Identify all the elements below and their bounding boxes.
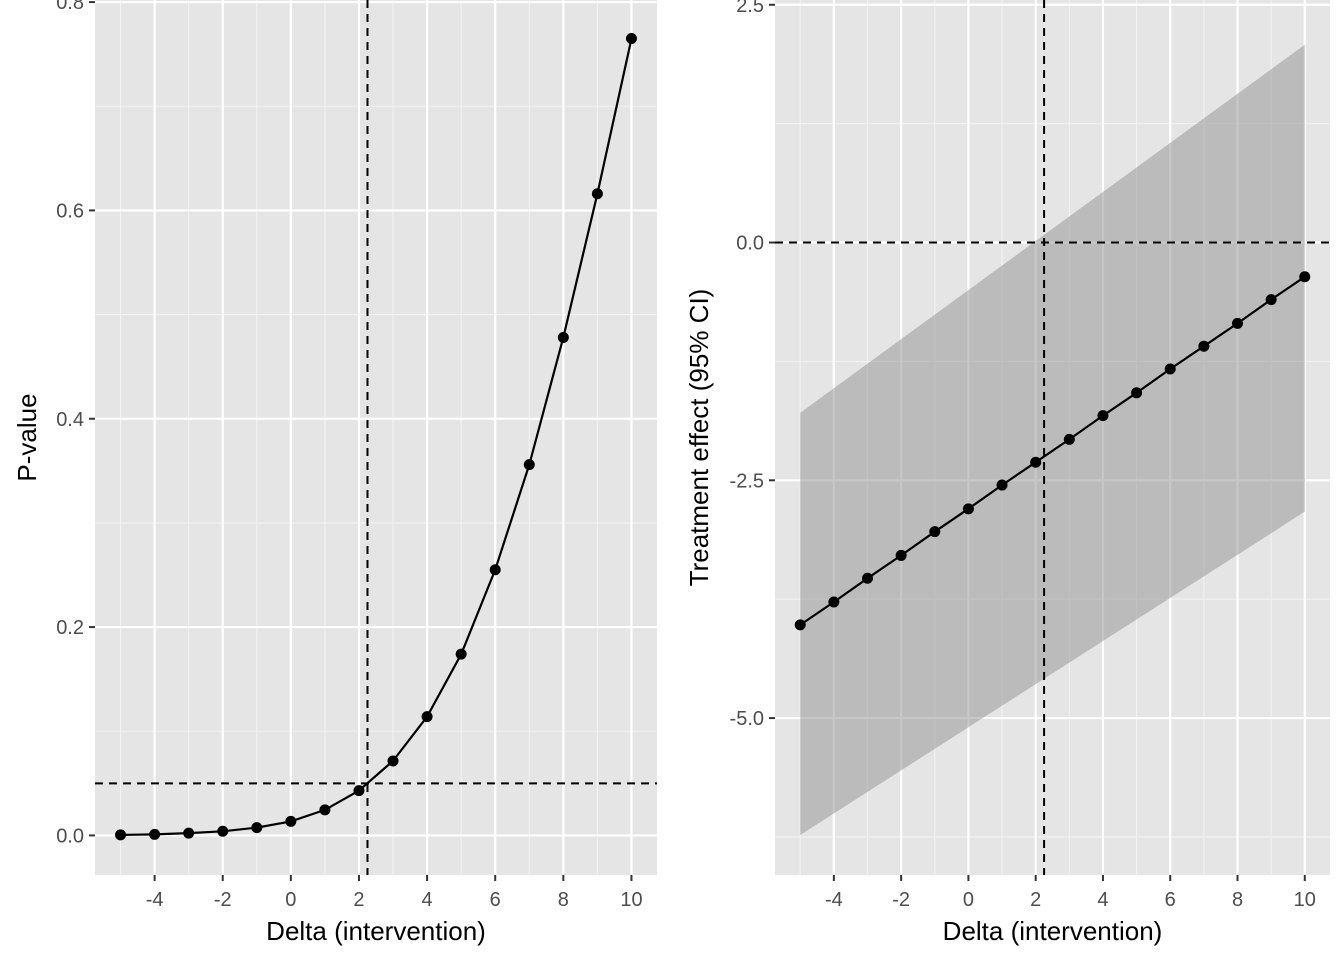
data-point bbox=[895, 549, 907, 561]
data-point bbox=[996, 479, 1008, 491]
data-point bbox=[1299, 271, 1311, 283]
x-tick-label: 6 bbox=[490, 889, 501, 911]
data-point bbox=[115, 829, 127, 841]
data-point bbox=[1164, 363, 1176, 375]
data-point bbox=[794, 619, 806, 631]
x-tick-label: 8 bbox=[558, 889, 569, 911]
data-point bbox=[962, 503, 974, 515]
data-point bbox=[1232, 317, 1243, 329]
data-point bbox=[285, 815, 297, 827]
x-tick-label: 2 bbox=[1030, 889, 1041, 911]
x-tick-label: 10 bbox=[1294, 889, 1316, 911]
panel-2: -4 -2 0 2 4 6 8 10 -5.0 -2.5 0.0 2.5 Delta (interven… bbox=[684, 0, 1330, 946]
y-tick-label: 0.8 bbox=[56, 0, 84, 14]
y-axis-title: Treatment effect (95% CI) bbox=[684, 289, 714, 587]
data-point bbox=[828, 596, 840, 608]
x-tick-label: 0 bbox=[285, 889, 296, 911]
x-tick-label: 4 bbox=[1097, 889, 1108, 911]
y-tick-label: 0.0 bbox=[56, 825, 84, 847]
x-tick-label: -4 bbox=[825, 889, 843, 911]
plot-background bbox=[95, 0, 657, 875]
y-tick-label: -5.0 bbox=[730, 708, 764, 730]
x-axis-title: Delta (intervention) bbox=[943, 916, 1163, 946]
data-point bbox=[862, 572, 873, 584]
data-point bbox=[1265, 294, 1277, 306]
x-tick-label: -2 bbox=[892, 889, 910, 911]
data-point bbox=[455, 648, 467, 660]
y-tick-label: 2.5 bbox=[736, 0, 764, 17]
x-tick-label: 2 bbox=[353, 889, 364, 911]
y-tick-label: 0.0 bbox=[736, 233, 764, 255]
data-point bbox=[353, 785, 365, 797]
data-point bbox=[489, 564, 501, 576]
series-line bbox=[799, 275, 1306, 626]
x-tick-label: 8 bbox=[1232, 889, 1243, 911]
x-tick-label: -4 bbox=[146, 889, 164, 911]
data-point bbox=[149, 828, 161, 840]
x-axis-title: Delta (intervention) bbox=[266, 916, 486, 946]
data-point bbox=[523, 459, 535, 471]
data-point bbox=[929, 526, 941, 538]
y-tick-label: 0.6 bbox=[56, 200, 84, 222]
panel-1: -4 -2 0 2 4 6 8 10 0.0 0.2 0.4 0.6 0.8 Delta (interve… bbox=[12, 0, 657, 946]
data-point bbox=[625, 33, 637, 45]
data-point bbox=[1131, 387, 1143, 399]
data-point bbox=[557, 332, 569, 343]
x-tick-label: 10 bbox=[620, 889, 642, 911]
data-point bbox=[319, 804, 331, 816]
data-point bbox=[251, 822, 263, 834]
y-tick-label: 0.2 bbox=[56, 617, 84, 639]
data-point bbox=[217, 825, 229, 837]
data-point bbox=[421, 711, 433, 723]
x-tick-label: 6 bbox=[1165, 889, 1176, 911]
x-tick-label: 4 bbox=[422, 889, 433, 911]
data-point bbox=[591, 188, 603, 200]
data-point bbox=[1030, 456, 1042, 468]
data-point bbox=[1097, 410, 1109, 422]
x-tick-label: -2 bbox=[214, 889, 232, 911]
data-point bbox=[387, 755, 399, 767]
y-axis-title: P-value bbox=[12, 393, 42, 481]
data-point bbox=[1063, 433, 1075, 445]
y-tick-label: 0.4 bbox=[56, 409, 84, 431]
data-point bbox=[1198, 340, 1210, 352]
series-line bbox=[120, 38, 633, 836]
y-tick-label: -2.5 bbox=[730, 470, 764, 492]
x-tick-label: 0 bbox=[963, 889, 974, 911]
data-point bbox=[183, 827, 195, 839]
confidence-ribbon bbox=[800, 44, 1305, 836]
